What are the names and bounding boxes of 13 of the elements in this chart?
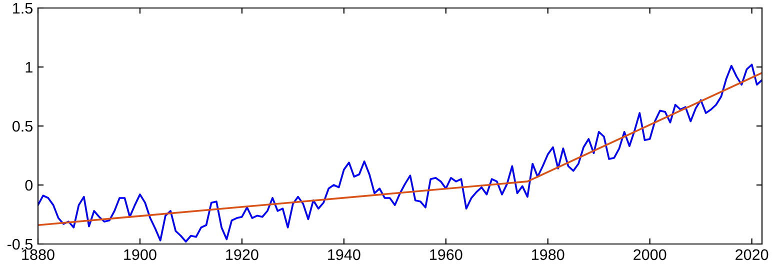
y-tick-label: 0: [25, 180, 33, 191]
y-tick-label: 0.5: [12, 120, 32, 132]
x-tick-label: 1880: [22, 249, 54, 260]
x-tick-label: 2000: [634, 249, 666, 260]
x-tick-label: 1920: [226, 249, 258, 260]
x-tick-label: 1940: [328, 249, 360, 260]
x-tick-label: 2020: [736, 249, 768, 260]
x-tick-label: 1960: [430, 249, 462, 260]
y-tick-label: -0.5: [7, 238, 32, 250]
x-tick-label: 1980: [532, 249, 564, 260]
y-tick-label: 1: [26, 62, 32, 73]
x-tick-label: 1900: [124, 249, 156, 260]
y-tick-label: 1.5: [13, 3, 32, 14]
